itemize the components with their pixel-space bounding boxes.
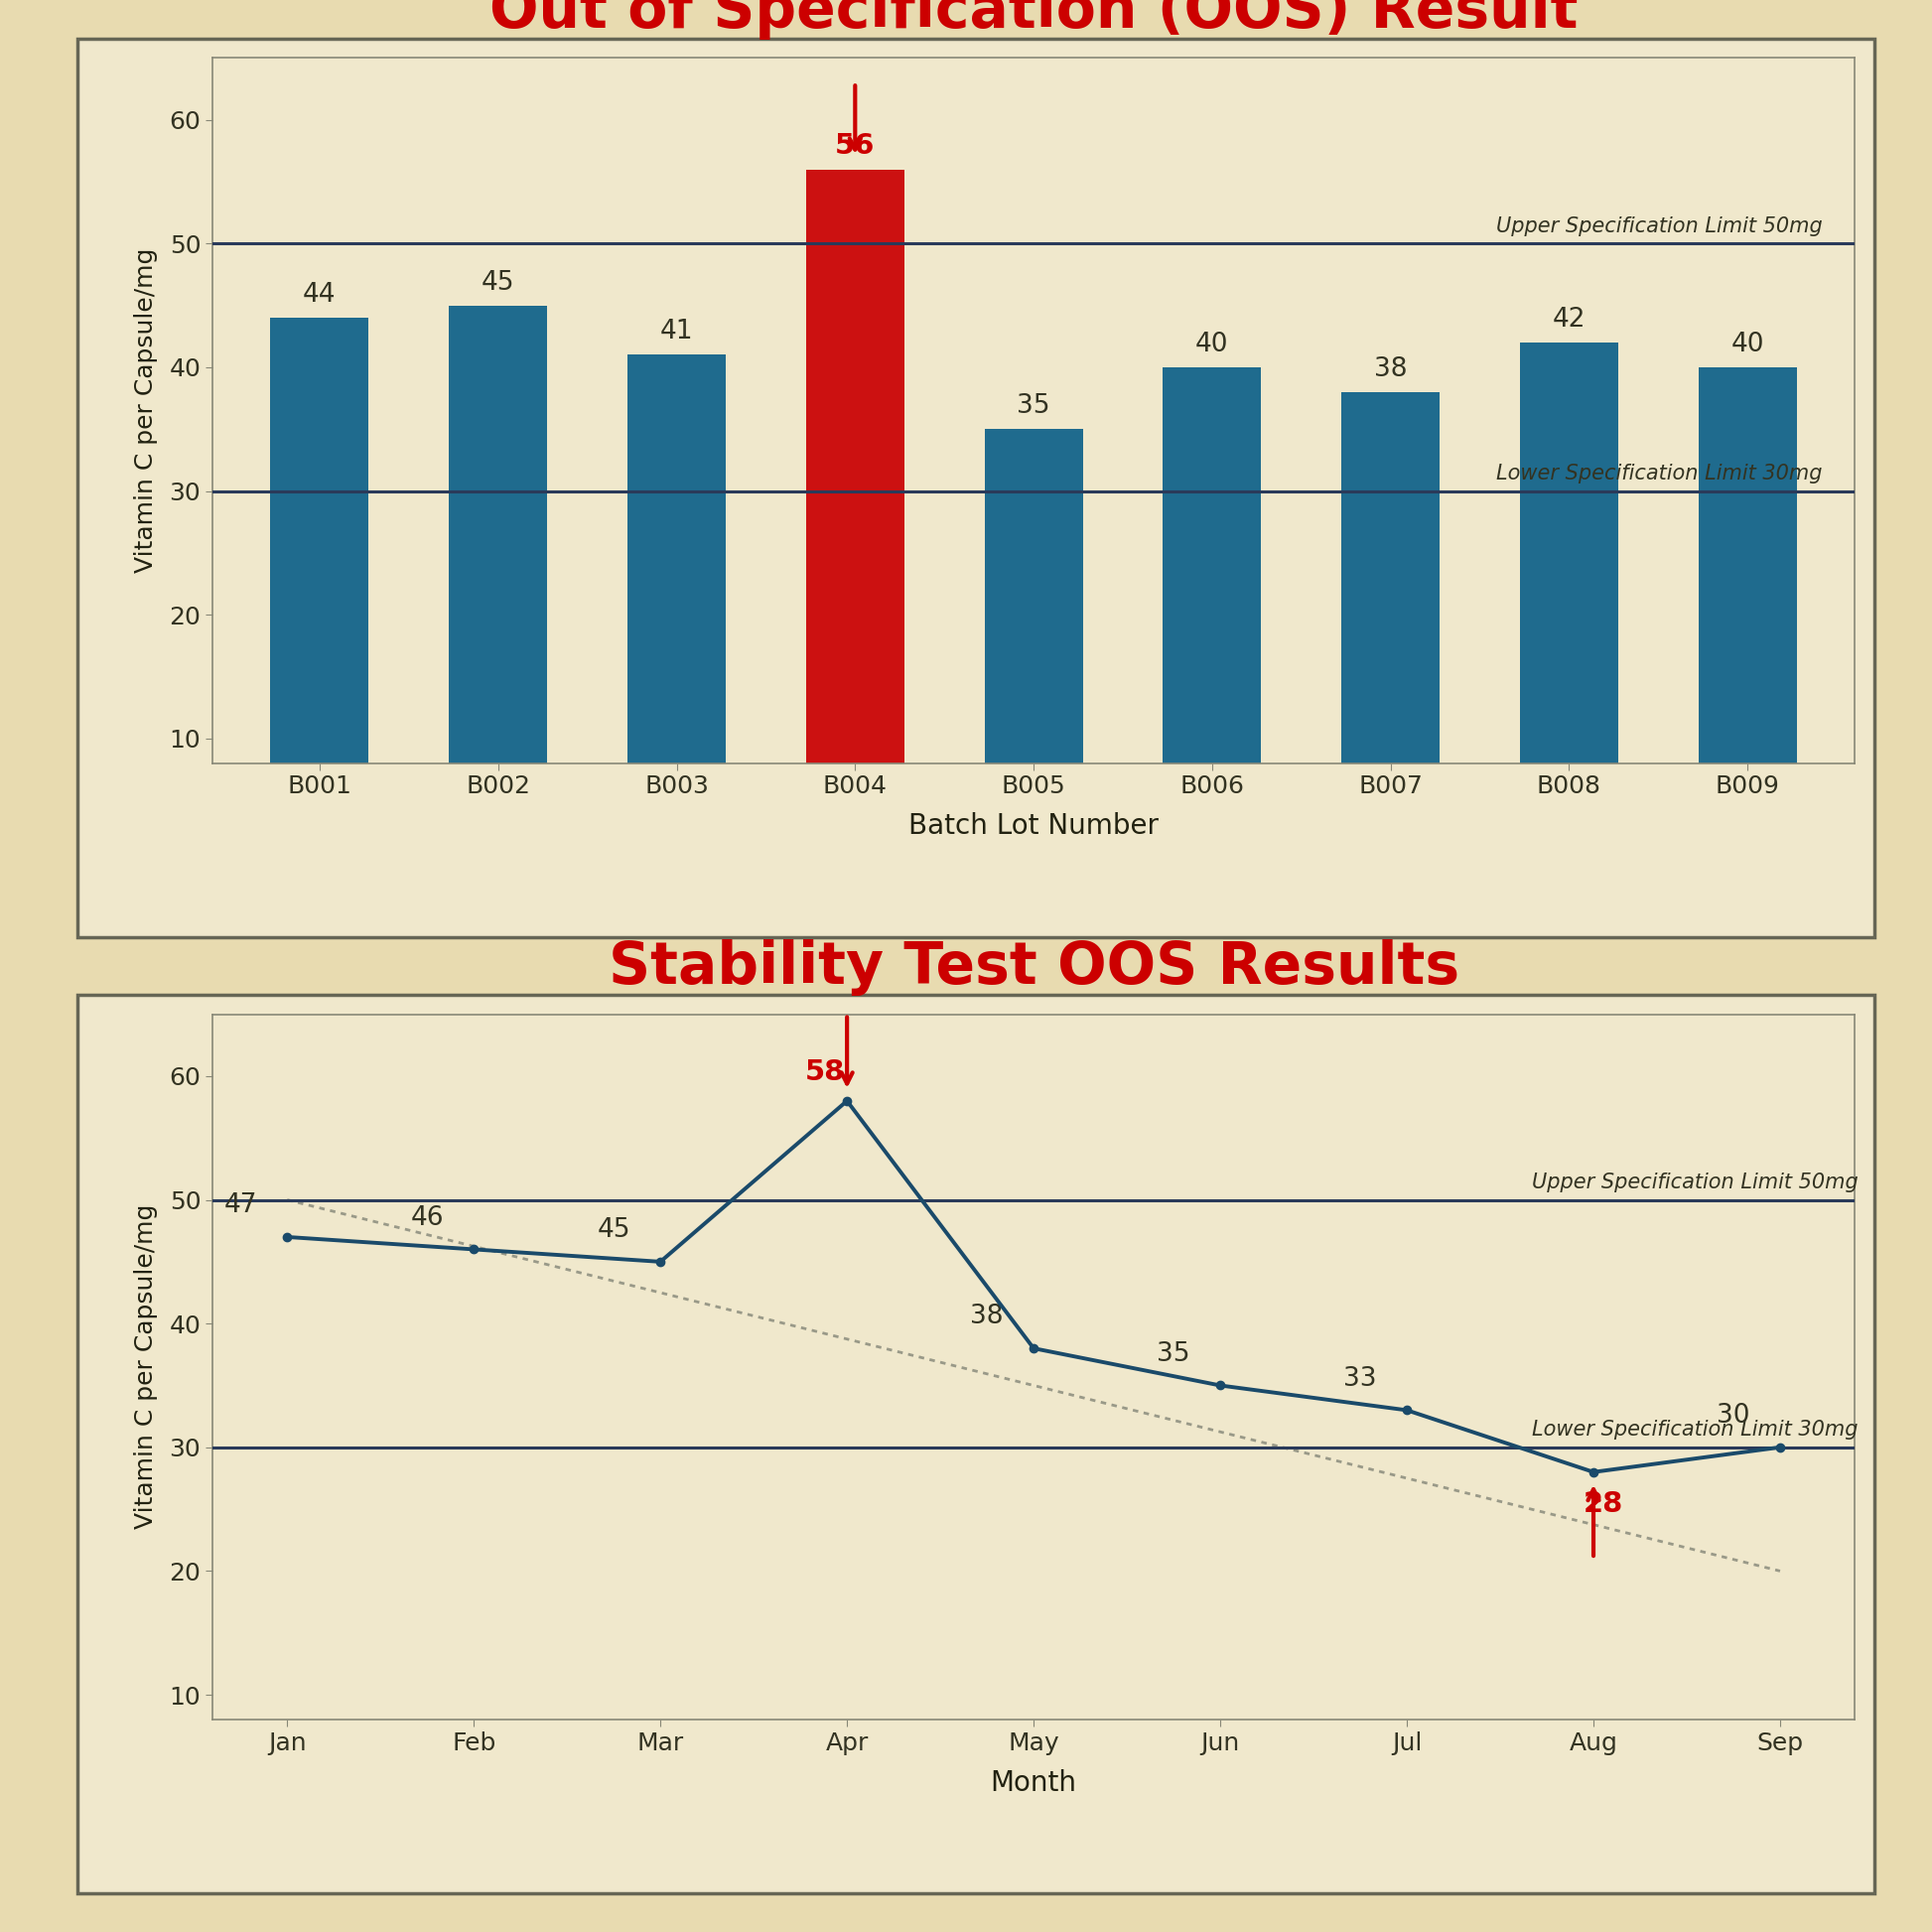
Text: 40: 40 xyxy=(1731,332,1764,357)
Bar xyxy=(1163,367,1262,862)
Text: 56: 56 xyxy=(835,131,875,160)
Y-axis label: Vitamin C per Capsule/mg: Vitamin C per Capsule/mg xyxy=(135,247,158,574)
Title: Stability Test OOS Results: Stability Test OOS Results xyxy=(609,939,1459,995)
Bar xyxy=(985,429,1082,862)
Text: 38: 38 xyxy=(1374,355,1406,383)
Text: 44: 44 xyxy=(303,282,336,307)
Bar xyxy=(628,355,726,862)
Bar xyxy=(1341,392,1439,862)
X-axis label: Batch Lot Number: Batch Lot Number xyxy=(908,813,1159,840)
Text: 40: 40 xyxy=(1196,332,1229,357)
Text: Upper Specification Limit 50mg: Upper Specification Limit 50mg xyxy=(1532,1173,1859,1192)
Text: 30: 30 xyxy=(1718,1403,1750,1430)
Text: Lower Specification Limit 30mg: Lower Specification Limit 30mg xyxy=(1497,464,1822,483)
Text: 33: 33 xyxy=(1343,1366,1378,1391)
Text: 35: 35 xyxy=(1157,1341,1190,1368)
Title: Out of Specification (OOS) Result: Out of Specification (OOS) Result xyxy=(489,0,1578,39)
Bar xyxy=(270,317,369,862)
Bar xyxy=(1698,367,1797,862)
Text: 42: 42 xyxy=(1553,307,1586,332)
Text: 35: 35 xyxy=(1016,394,1051,419)
Text: 41: 41 xyxy=(661,319,694,346)
Bar xyxy=(806,170,904,862)
Text: Lower Specification Limit 30mg: Lower Specification Limit 30mg xyxy=(1532,1420,1859,1439)
Bar xyxy=(448,305,547,862)
X-axis label: Month: Month xyxy=(991,1770,1076,1797)
Y-axis label: Vitamin C per Capsule/mg: Vitamin C per Capsule/mg xyxy=(135,1204,158,1530)
Text: 47: 47 xyxy=(224,1192,257,1219)
Text: 46: 46 xyxy=(410,1206,444,1231)
Text: 45: 45 xyxy=(481,270,514,296)
Text: Upper Specification Limit 50mg: Upper Specification Limit 50mg xyxy=(1495,216,1822,236)
Text: 38: 38 xyxy=(970,1304,1003,1329)
Bar xyxy=(1520,342,1619,862)
Text: 58: 58 xyxy=(804,1059,844,1086)
Text: 45: 45 xyxy=(597,1217,630,1242)
Text: 28: 28 xyxy=(1582,1492,1623,1519)
